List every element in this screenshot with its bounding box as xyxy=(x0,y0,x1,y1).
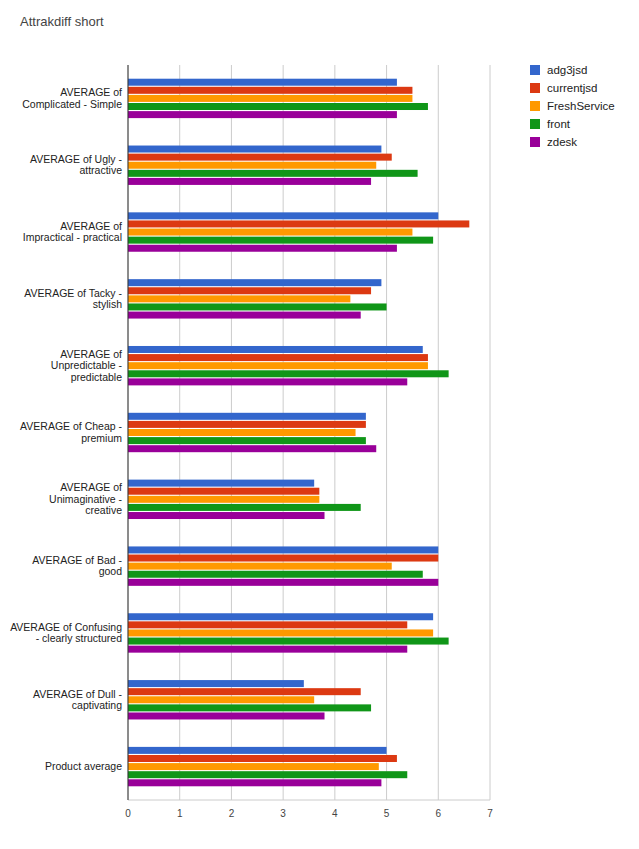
bar xyxy=(128,346,423,353)
bar xyxy=(128,95,412,102)
bars xyxy=(128,79,469,787)
axis-line xyxy=(128,800,490,801)
bar xyxy=(128,162,376,169)
bar xyxy=(128,747,387,754)
bar xyxy=(128,779,381,786)
bar xyxy=(128,712,325,719)
legend-swatch xyxy=(530,119,540,129)
bar xyxy=(128,245,397,252)
legend-swatch xyxy=(530,65,540,75)
bar xyxy=(128,563,392,570)
category-label: AVERAGE ofImpractical - practical xyxy=(23,220,122,244)
category-label: AVERAGE of Tacky -stylish xyxy=(24,287,122,311)
category-label: AVERAGE of Dull -captivating xyxy=(33,688,123,712)
bar xyxy=(128,629,433,636)
bar xyxy=(128,146,381,153)
tick-label: 2 xyxy=(229,808,235,819)
bar xyxy=(128,87,412,94)
title: Attrakdiff short xyxy=(20,14,104,29)
bar xyxy=(128,287,371,294)
bar xyxy=(128,504,361,511)
bar xyxy=(128,755,397,762)
bar xyxy=(128,378,407,385)
bar xyxy=(128,613,433,620)
bar xyxy=(128,421,366,428)
bar xyxy=(128,429,356,436)
legend: adg3jsd currentjsd FreshService front zdesk xyxy=(530,64,615,148)
bar xyxy=(128,546,438,553)
bar xyxy=(128,763,379,770)
bar xyxy=(128,680,304,687)
tick-label: 6 xyxy=(436,808,442,819)
bar xyxy=(128,178,371,185)
bar xyxy=(128,170,418,177)
bar xyxy=(128,646,407,653)
legend-label: front xyxy=(547,118,571,130)
bar xyxy=(128,696,314,703)
bar xyxy=(128,79,397,86)
legend-label: currentjsd xyxy=(547,82,598,94)
bar xyxy=(128,220,469,227)
bar xyxy=(128,354,428,361)
category-label: Product average xyxy=(45,760,122,772)
chart: Attrakdiff short 0 1 2 3 4 5 6 7 AVERAGE ofCompli… xyxy=(0,0,639,849)
bar xyxy=(128,111,397,118)
category-label: AVERAGE of Ugly -attractive xyxy=(30,153,123,177)
bar xyxy=(128,579,438,586)
bar xyxy=(128,771,407,778)
bar xyxy=(128,279,381,286)
bar xyxy=(128,480,314,487)
bar xyxy=(128,303,387,310)
bar xyxy=(128,496,319,503)
bar xyxy=(128,437,366,444)
bar xyxy=(128,229,412,236)
tick-label: 3 xyxy=(280,808,286,819)
bar xyxy=(128,312,361,319)
bar xyxy=(128,638,449,645)
category-label: AVERAGE of Cheap -premium xyxy=(20,420,122,444)
tick-label: 4 xyxy=(332,808,338,819)
grid-line xyxy=(490,65,491,800)
legend-label: adg3jsd xyxy=(547,64,587,76)
category-label: AVERAGE ofUnpredictable -predictable xyxy=(51,348,123,383)
bar xyxy=(128,413,366,420)
grid-line xyxy=(438,65,439,800)
bar xyxy=(128,362,428,369)
category-label: AVERAGE of Bad -good xyxy=(32,554,122,578)
bar xyxy=(128,212,438,219)
bar xyxy=(128,445,376,452)
bar xyxy=(128,295,350,302)
bar xyxy=(128,370,449,377)
bar xyxy=(128,571,423,578)
bar xyxy=(128,154,392,161)
tick-label: 0 xyxy=(125,808,131,819)
category-label: AVERAGE ofUnimaginative -creative xyxy=(49,481,122,516)
legend-swatch xyxy=(530,101,540,111)
tick-label: 5 xyxy=(384,808,390,819)
bar xyxy=(128,688,361,695)
bar xyxy=(128,488,319,495)
axis-line xyxy=(128,65,129,800)
category-label: AVERAGE of Confusing- clearly structured xyxy=(10,621,122,645)
bar xyxy=(128,237,433,244)
bar xyxy=(128,555,438,562)
bar xyxy=(128,103,428,110)
tick-label: 7 xyxy=(487,808,493,819)
category-label: AVERAGE ofComplicated - Simple xyxy=(22,86,122,110)
legend-swatch xyxy=(530,137,540,147)
bar xyxy=(128,512,325,519)
grid-line xyxy=(128,65,129,800)
legend-swatch xyxy=(530,83,540,93)
tick-label: 1 xyxy=(177,808,183,819)
legend-label: zdesk xyxy=(547,136,577,148)
bar xyxy=(128,704,371,711)
legend-label: FreshService xyxy=(547,100,615,112)
bar xyxy=(128,621,407,628)
